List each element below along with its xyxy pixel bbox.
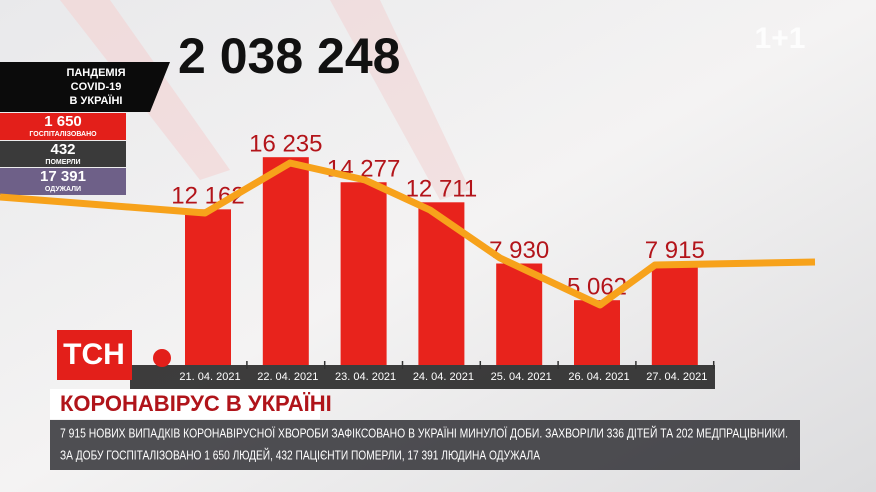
stat-label: ПОМЕРЛИ [45,159,80,166]
x-tick-label: 21. 04. 2021 [179,371,240,383]
bar [574,300,620,365]
value-label: 16 235 [249,131,322,158]
stat-box [0,168,126,195]
bg-shape [330,0,470,200]
tsn-logo: ТСН [63,338,125,371]
channel-logo: 1+1 [755,22,806,55]
stat-label: ГОСПІТАЛІЗОВАНО [29,131,97,138]
stat-box [0,113,126,140]
headline-box [50,389,320,419]
bar [496,263,543,365]
ticker-line: ЗА ДОБУ ГОСПІТАЛІЗОВАНО 1 650 ЛЮДЕЙ, 432… [60,447,540,462]
total-cases: 2 038 248 [178,28,400,84]
stat-box [0,141,126,167]
x-tick-label: 25. 04. 2021 [491,371,552,383]
bar [340,182,387,365]
x-tick-label: 27. 04. 2021 [646,371,707,383]
stat-value: 17 391 [40,168,86,185]
trend-line [0,159,816,309]
x-tick-label: 23. 04. 2021 [335,371,396,383]
panel-title: В УКРАЇНІ [70,94,123,107]
virus-icon [153,349,171,367]
bar [185,209,231,365]
bar [262,157,309,365]
x-tick-label: 24. 04. 2021 [413,371,474,383]
stat-value: 432 [50,141,75,158]
headline: КОРОНАВІРУС В УКРАЇНІ [60,391,332,416]
x-tick-label: 26. 04. 2021 [568,371,629,383]
x-tick-label: 22. 04. 2021 [257,371,318,383]
value-label: 12 711 [406,176,478,203]
ticker-box [50,420,800,470]
tsn-logo-box [57,330,132,380]
value-label: 7 915 [645,237,705,264]
panel-title-box [0,62,170,112]
panel-title: COVID-19 [71,81,122,93]
stat-value: 1 650 [44,113,82,130]
panel-title: ПАНДЕМІЯ [66,67,125,79]
bar [651,263,698,365]
date-strip [130,365,715,389]
stat-label: ОДУЖАЛИ [45,186,81,193]
ticker-line: 7 915 НОВИХ ВИПАДКІВ КОРОНАВІРУСНОЇ ХВОР… [60,425,788,440]
